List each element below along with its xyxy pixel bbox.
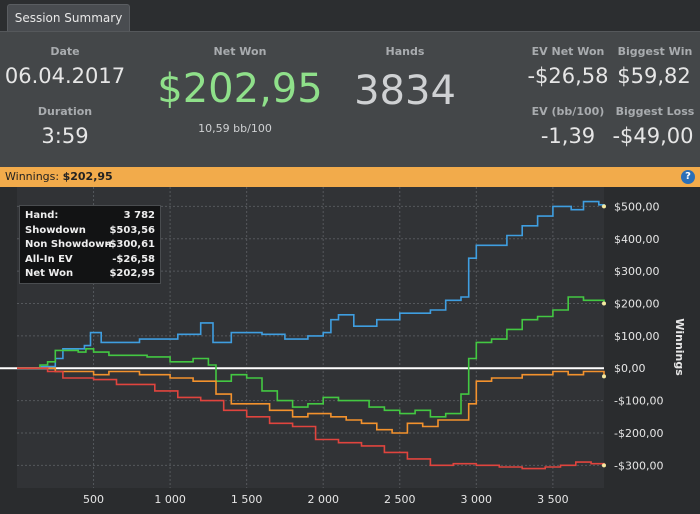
x-tick-label: 3 000 bbox=[461, 493, 493, 506]
x-tick-label: 500 bbox=[83, 493, 104, 506]
series-end-point bbox=[602, 374, 606, 379]
net-won-value: $202,95 bbox=[157, 66, 323, 112]
bb100-value: 10,59 bb/100 bbox=[198, 122, 272, 135]
stats-value: -$26,58 bbox=[112, 253, 155, 265]
hands-value: 3834 bbox=[354, 68, 456, 114]
stats-key: All-In EV bbox=[25, 253, 73, 265]
x-tick-label: 3 500 bbox=[537, 493, 569, 506]
x-tick-labels: 500 1 000 1 500 2 000 2 500 3 000 3 500 bbox=[83, 493, 569, 506]
stats-key: Hand: bbox=[25, 210, 59, 221]
grid bbox=[0, 187, 604, 488]
stats-key: Showdown bbox=[25, 224, 86, 236]
date-label: Date bbox=[50, 45, 80, 58]
series-line bbox=[17, 367, 605, 434]
stats-row: Showdown $503,56 bbox=[25, 225, 155, 239]
x-tick-label: 1 000 bbox=[154, 493, 186, 506]
hands-label: Hands bbox=[385, 45, 425, 58]
y-tick-label: $400,00 bbox=[614, 233, 660, 246]
stats-row: Non Showdown -$300,61 bbox=[25, 239, 155, 253]
y-axis-label: Winnings bbox=[673, 318, 686, 376]
biggest-win-value: $59,82 bbox=[617, 64, 691, 88]
y-tick-label: $300,00 bbox=[614, 265, 660, 278]
winnings-bar: Winnings: $202,95 ? bbox=[0, 167, 700, 187]
stats-value: $202,95 bbox=[109, 268, 155, 279]
series-line bbox=[17, 296, 605, 418]
stats-key: Net Won bbox=[25, 268, 74, 279]
date-value: 06.04.2017 bbox=[4, 64, 126, 88]
stats-value: 3 782 bbox=[123, 210, 155, 221]
biggest-loss-label: Biggest Loss bbox=[615, 105, 695, 118]
y-tick-label: -$300,00 bbox=[614, 459, 663, 472]
ev-bb100-label: EV (bb/100) bbox=[531, 105, 605, 118]
series-lines bbox=[17, 200, 606, 470]
series-line bbox=[17, 200, 605, 369]
y-tick-label: $200,00 bbox=[614, 298, 660, 311]
series-end-point bbox=[602, 301, 606, 306]
y-tick-label: $0,00 bbox=[614, 362, 646, 375]
duration-value: 3:59 bbox=[41, 124, 89, 148]
net-won-label: Net Won bbox=[213, 45, 267, 58]
x-tick-label: 1 500 bbox=[231, 493, 263, 506]
stats-value: $503,56 bbox=[109, 224, 155, 236]
series-end-point bbox=[602, 204, 606, 209]
biggest-loss-value: -$49,00 bbox=[612, 124, 694, 148]
stats-row: All-In EV -$26,58 bbox=[25, 254, 155, 268]
stats-row: Hand: 3 782 bbox=[25, 210, 155, 224]
y-tick-label: $500,00 bbox=[614, 200, 660, 213]
series-line bbox=[17, 367, 605, 470]
winnings-label: Winnings: bbox=[5, 170, 60, 183]
winnings-value: $202,95 bbox=[62, 170, 113, 183]
tab-bar: Session Summary bbox=[0, 0, 700, 31]
ev-bb100-value: -1,39 bbox=[540, 124, 596, 148]
summary-panel: Date 06.04.2017 Duration 3:59 Net Won $2… bbox=[0, 31, 700, 168]
stats-row: Net Won $202,95 bbox=[25, 268, 155, 282]
y-tick-label: $100,00 bbox=[614, 330, 660, 343]
stats-key: Non Showdown bbox=[25, 239, 112, 250]
stats-tooltip: Hand: 3 782 Showdown $503,56 Non Showdown -$3… bbox=[19, 205, 161, 284]
series-end-point bbox=[602, 463, 606, 468]
winnings-text: Winnings: $202,95 bbox=[5, 167, 113, 187]
x-tick-label: 2 500 bbox=[384, 493, 416, 506]
biggest-win-label: Biggest Win bbox=[617, 45, 693, 58]
y-tick-labels: $500,00 $400,00 $300,00 $200,00 $100,00 $0,00… bbox=[614, 200, 663, 472]
y-tick-label: -$200,00 bbox=[614, 427, 663, 440]
x-tick-label: 2 000 bbox=[307, 493, 339, 506]
y-tick-label: -$100,00 bbox=[614, 395, 663, 408]
stats-value: -$300,61 bbox=[105, 239, 155, 250]
help-icon[interactable]: ? bbox=[681, 170, 695, 184]
ev-net-won-value: -$26,58 bbox=[527, 64, 609, 88]
tab-session-summary[interactable]: Session Summary bbox=[7, 4, 130, 31]
duration-label: Duration bbox=[37, 105, 93, 118]
ev-net-won-label: EV Net Won bbox=[531, 45, 605, 58]
